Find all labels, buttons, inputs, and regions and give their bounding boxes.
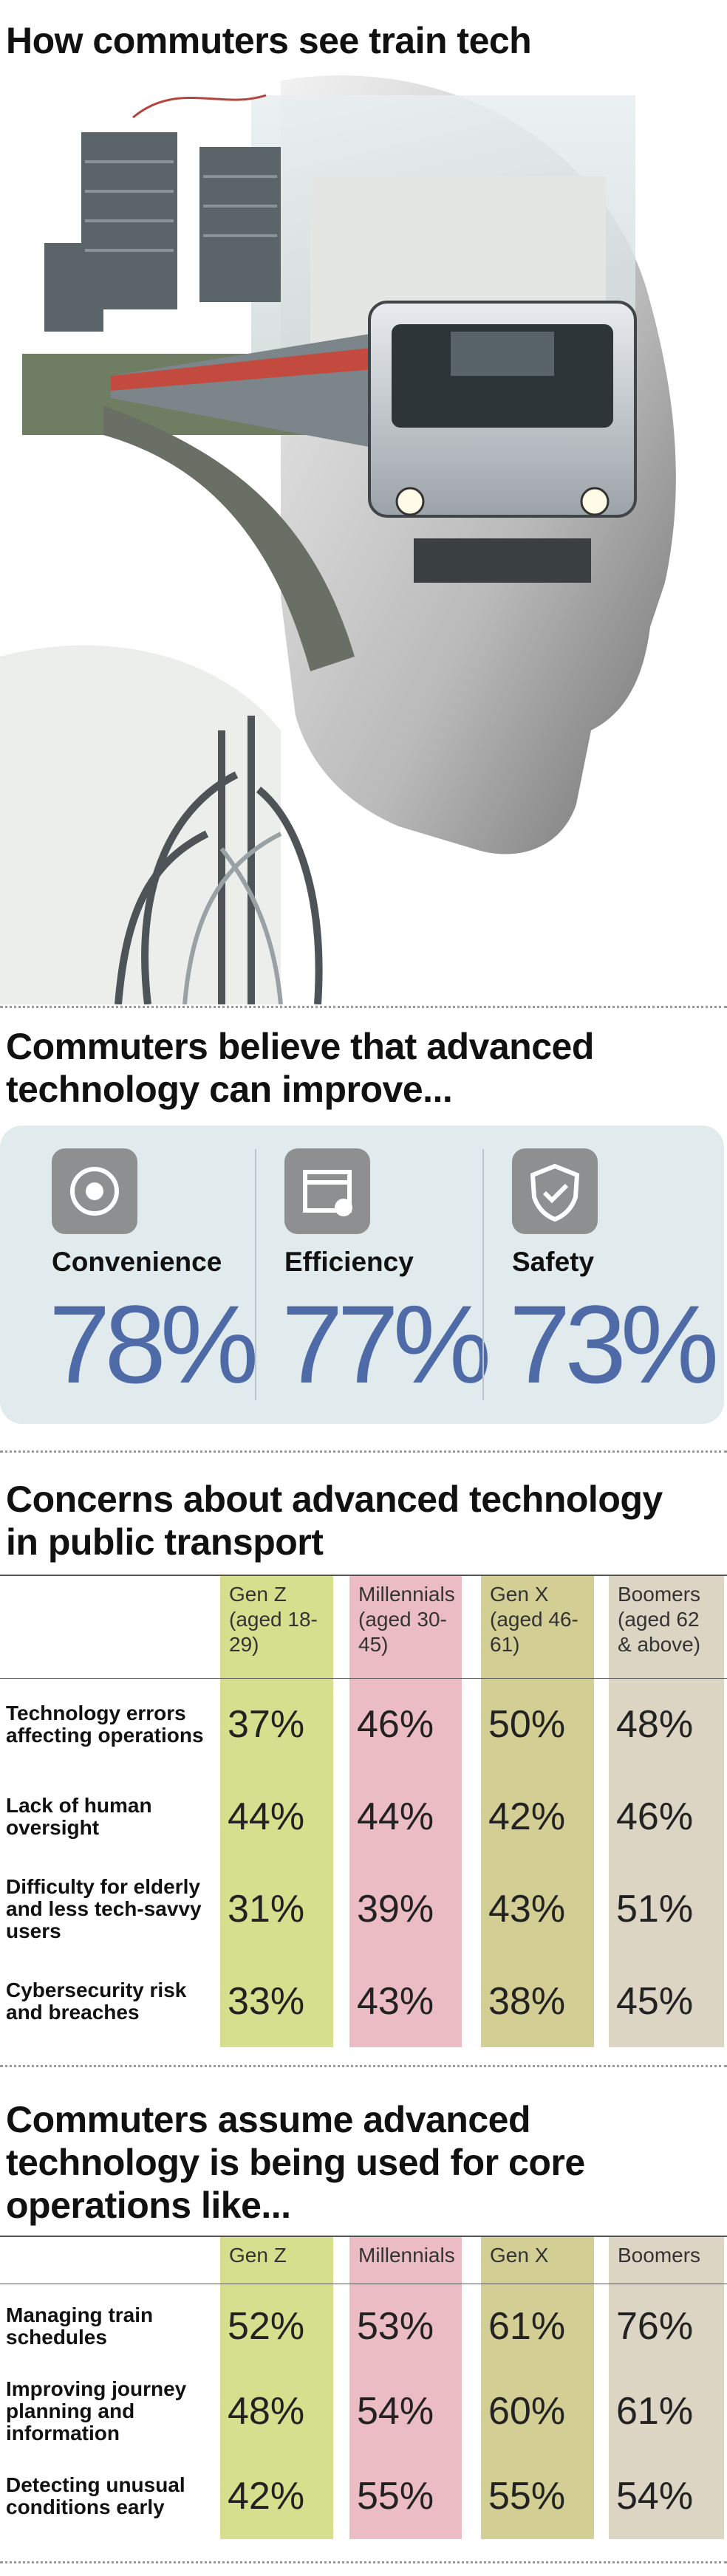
column-header: Gen X (aged 46-61) [490,1583,578,1656]
column-band [220,2236,333,2539]
icon [284,1148,370,1234]
cell-value: 61% [488,2304,566,2348]
cell-value: 38% [488,1979,566,2023]
cell-value: 48% [616,1702,694,1746]
row-label: Lack of human oversight [6,1793,152,1839]
section-title: Commuters assume advanced technology is … [6,2099,585,2226]
cell-value: 44% [357,1795,434,1838]
cell-value: 54% [357,2390,434,2433]
cell-value: 76% [616,2304,694,2348]
benefit-label: Safety [512,1247,595,1277]
cell-value: 55% [357,2475,434,2518]
table-rule [0,2236,727,2237]
icon [512,1148,598,1234]
row-label: Detecting unusual conditions early [6,2473,185,2519]
separator [0,1450,727,1453]
column-header: Millennials [358,2244,455,2267]
cell-value: 46% [616,1795,694,1838]
cell-value: 50% [488,1702,566,1746]
divider [482,1149,484,1400]
column-band [609,2236,724,2539]
cell-value: 33% [228,1979,305,2023]
column-band [481,1575,594,2047]
cell-value: 37% [228,1702,305,1746]
section-title: Commuters believe that advanced technolo… [6,1026,594,1110]
row-label: Technology errors affecting operations [6,1701,204,1747]
cell-value: 53% [357,2304,434,2348]
column-band [609,1575,724,2047]
cell-value: 42% [228,2475,305,2518]
cell-value: 54% [616,2475,694,2518]
cell-value: 39% [357,1887,434,1931]
column-band [220,1575,333,2047]
row-label: Difficulty for elderly and less tech-sav… [6,1874,202,1942]
column-header: Gen Z [229,2244,287,2267]
cell-value: 42% [488,1795,566,1838]
separator [0,2561,727,2563]
column-header: Gen Z (aged 18-29) [229,1583,318,1656]
cell-value: 46% [357,1702,434,1746]
divider [255,1149,256,1400]
icon-graphic [284,1148,370,1234]
table-rule [0,1678,727,1679]
table-rule [0,1575,727,1576]
cell-value: 51% [616,1887,694,1931]
column-band [349,1575,462,2047]
cell-value: 44% [228,1795,305,1838]
cell-value: 52% [228,2304,305,2348]
separator [0,1006,727,1008]
row-label: Managing train schedules [6,2303,154,2349]
cell-value: 60% [488,2390,566,2433]
cell-value: 55% [488,2475,566,2518]
column-band [481,2236,594,2539]
benefit-value: 77% [281,1282,491,1406]
cell-value: 43% [488,1887,566,1931]
icon [52,1148,137,1234]
benefit-value: 73% [509,1282,719,1406]
column-band [349,2236,462,2539]
cell-value: 45% [616,1979,694,2023]
row-label: Cybersecurity risk and breaches [6,1978,187,2024]
page-title: How commuters see train tech [6,20,532,61]
separator [0,2065,727,2067]
cell-value: 48% [228,2390,305,2433]
benefit-label: Efficiency [284,1247,414,1277]
cell-value: 61% [616,2390,694,2433]
icon-graphic [512,1148,598,1234]
column-header: Gen X [490,2244,549,2267]
row-label: Improving journey planning and informati… [6,2377,187,2445]
column-header: Boomers (aged 62 & above) [618,1583,701,1656]
cell-value: 31% [228,1887,305,1931]
icon-graphic [52,1148,137,1234]
cell-value: 43% [357,1979,434,2023]
benefit-value: 78% [49,1282,259,1406]
column-header: Boomers [618,2244,701,2267]
section-title: Concerns about advanced technology in pu… [6,1479,663,1563]
benefit-label: Convenience [52,1247,222,1277]
column-header: Millennials (aged 30-45) [358,1583,455,1656]
illustration [0,75,676,1004]
